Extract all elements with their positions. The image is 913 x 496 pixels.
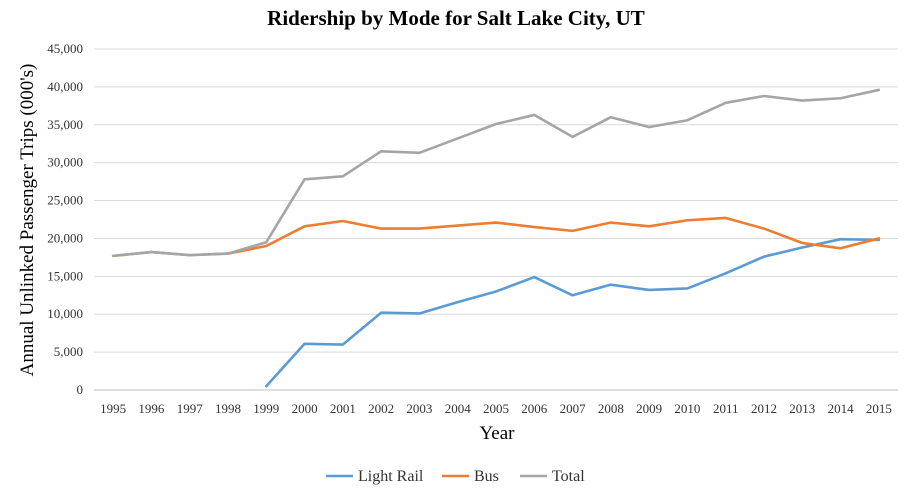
- x-tick-label: 2005: [483, 401, 509, 416]
- series-line-light-rail: [264, 237, 881, 388]
- y-tick-label: 35,000: [47, 117, 83, 132]
- y-axis-ticks: 0 5,000 10,000 15,000 20,000 25,000 30,000 35,0…: [47, 41, 83, 397]
- legend: Light Rail Bus Total: [326, 468, 585, 485]
- y-tick-label: 0: [77, 382, 84, 397]
- y-tick-label: 10,000: [47, 306, 83, 321]
- x-axis-title: Year: [479, 423, 515, 444]
- x-tick-label: 1997: [177, 401, 204, 416]
- chart-title: Ridership by Mode for Salt Lake City, UT: [267, 6, 645, 30]
- x-tick-label: 2004: [445, 401, 472, 416]
- gridlines: [94, 48, 898, 391]
- x-tick-label: 1998: [215, 401, 241, 416]
- x-tick-label: 2015: [866, 401, 892, 416]
- x-tick-label: 2002: [368, 401, 394, 416]
- x-axis-ticks: 1995 1996 1997 1998 1999 2000 2001 2002 2003 2004…: [100, 401, 892, 416]
- y-tick-label: 5,000: [54, 344, 83, 359]
- legend-label-light-rail: Light Rail: [358, 468, 424, 485]
- x-tick-label: 2008: [598, 401, 624, 416]
- x-tick-label: 2012: [751, 401, 777, 416]
- y-axis-title: Annual Unlinked Passenger Trips (000's): [17, 64, 38, 377]
- x-tick-label: 2003: [406, 401, 432, 416]
- x-tick-label: 2014: [828, 401, 855, 416]
- x-tick-label: 2001: [330, 401, 356, 416]
- x-tick-label: 2009: [636, 401, 662, 416]
- y-tick-label: 25,000: [47, 193, 83, 208]
- x-tick-label: 2011: [713, 401, 739, 416]
- series-line-total: [111, 88, 881, 258]
- x-tick-label: 1996: [138, 401, 165, 416]
- series-line-bus: [111, 216, 881, 258]
- x-tick-label: 2007: [560, 401, 587, 416]
- x-tick-label: 2013: [789, 401, 815, 416]
- legend-label-total: Total: [552, 468, 585, 485]
- y-tick-label: 15,000: [47, 268, 83, 283]
- x-tick-label: 2010: [674, 401, 700, 416]
- y-tick-label: 40,000: [47, 79, 83, 94]
- x-tick-label: 1995: [100, 401, 126, 416]
- y-tick-label: 45,000: [47, 41, 83, 56]
- x-tick-label: 1999: [253, 401, 279, 416]
- legend-label-bus: Bus: [474, 468, 499, 485]
- series-lines: [111, 88, 881, 388]
- y-tick-label: 20,000: [47, 230, 83, 245]
- y-tick-label: 30,000: [47, 155, 83, 170]
- x-tick-label: 2006: [521, 401, 548, 416]
- x-tick-label: 2000: [292, 401, 318, 416]
